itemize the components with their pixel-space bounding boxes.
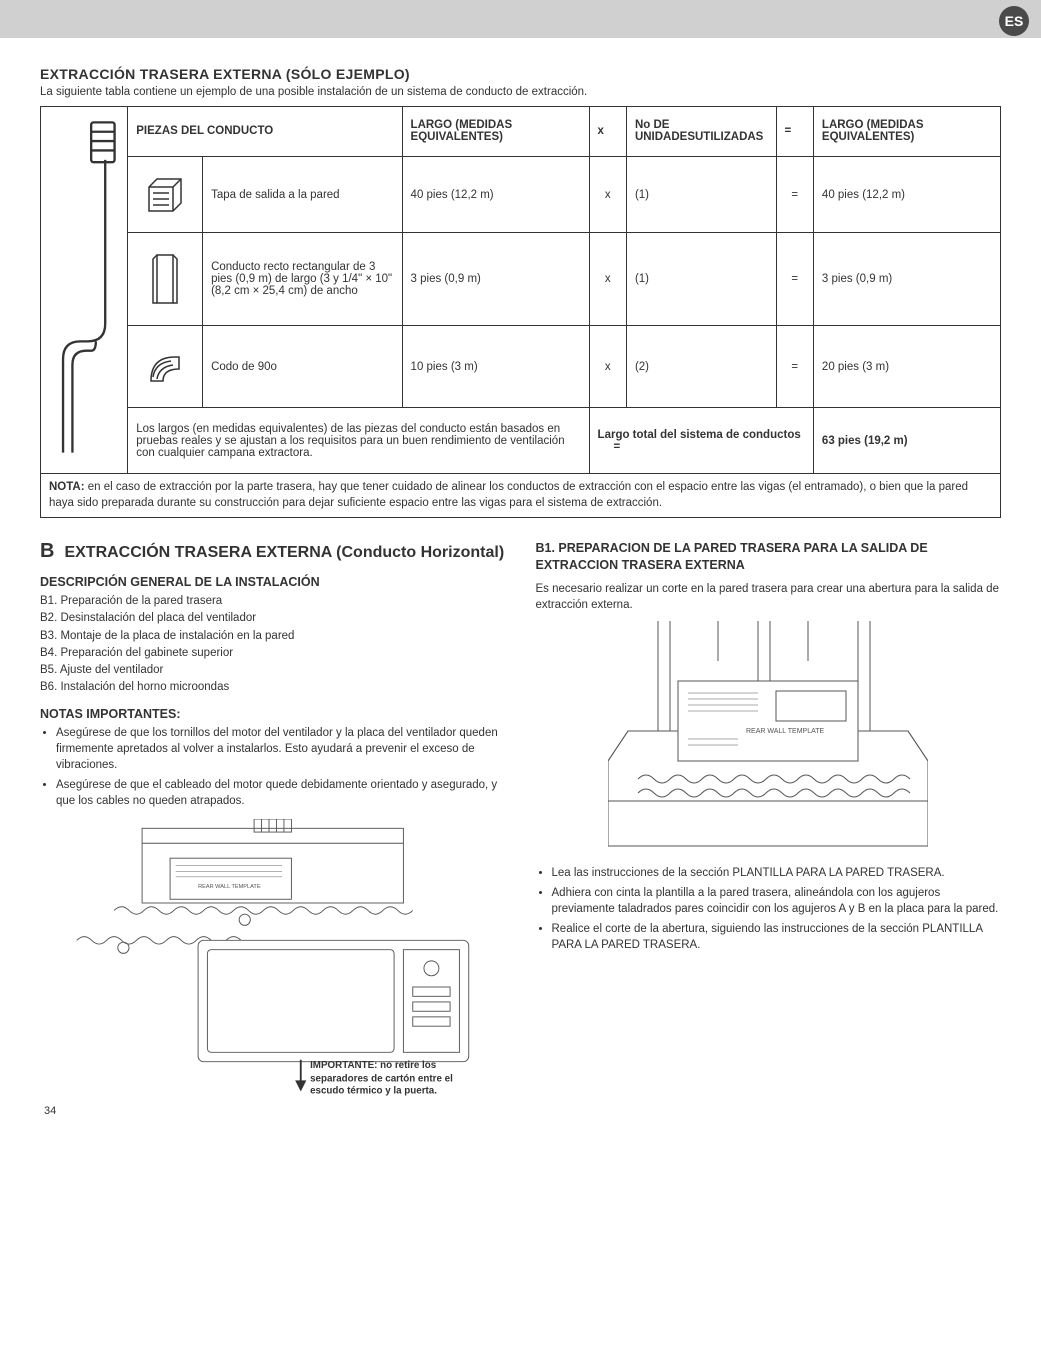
list-item: Realice el corte de la abertura, siguien… — [552, 921, 1002, 953]
th-x: x — [589, 107, 626, 157]
row-equiv: 3 pies (0,9 m) — [813, 233, 1000, 326]
th-largo: LARGO (MEDIDAS EQUIVALENTES) — [402, 107, 589, 157]
page-content: EXTRACCIÓN TRASERA EXTERNA (SÓLO EJEMPLO… — [0, 38, 1041, 1127]
section-a-intro: La siguiente tabla contiene un ejemplo d… — [40, 86, 1001, 98]
section-b1-p1: Es necesario realizar un corte en la par… — [536, 581, 1002, 613]
row-eq: = — [776, 326, 813, 408]
row-x: x — [589, 156, 626, 233]
th-piezas: PIEZAS DEL CONDUCTO — [128, 107, 402, 157]
footer-mid-label: Largo total del sistema de conductos — [598, 429, 801, 441]
row-desc: Tapa de salida a la pared — [203, 156, 402, 233]
table-row: Conducto recto rectangular de 3 pies (0,… — [41, 233, 1001, 326]
left-column: B EXTRACCIÓN TRASERA EXTERNA (Conducto H… — [40, 540, 506, 1099]
section-b1-title: B1. PREPARACION DE LA PARED TRASERA PARA… — [536, 540, 1002, 573]
list-item: B6. Instalación del horno microondas — [40, 679, 506, 695]
row-uni: (2) — [626, 326, 776, 408]
table-row: Codo de 90o 10 pies (3 m) x (2) = 20 pie… — [41, 326, 1001, 408]
th-equiv: LARGO (MEDIDAS EQUIVALENTES) — [813, 107, 1000, 157]
es-badge-text: ES — [1005, 13, 1024, 29]
list-item: Asegúrese de que los tornillos del motor… — [56, 725, 506, 773]
side-duct-icon — [49, 113, 119, 464]
list-item: Lea las instrucciones de la sección PLAN… — [552, 865, 1002, 881]
row-desc: Codo de 90o — [203, 326, 402, 408]
table-footer-row: Los largos (en medidas equivalentes) de … — [41, 408, 1001, 474]
rear-wall-template-label: REAR WALL TEMPLATE — [198, 884, 261, 890]
list-item: Adhiera con cinta la plantilla a la pare… — [552, 885, 1002, 917]
notas-title: NOTAS IMPORTANTES: — [40, 707, 506, 721]
row-x: x — [589, 326, 626, 408]
row-eq: = — [776, 156, 813, 233]
th-eq: = — [776, 107, 813, 157]
row-desc: Conducto recto rectangular de 3 pies (0,… — [203, 233, 402, 326]
row-equiv: 20 pies (3 m) — [813, 326, 1000, 408]
row-uni: (1) — [626, 156, 776, 233]
right-illustration: REAR WALL TEMPLATE — [608, 621, 928, 851]
b1-bullets: Lea las instrucciones de la sección PLAN… — [552, 865, 1002, 953]
row-largo: 3 pies (0,9 m) — [402, 233, 589, 326]
list-item: B4. Preparación del gabinete superior — [40, 645, 506, 661]
left-illustration: REAR WALL TEMPLATE — [40, 819, 506, 1099]
footer-mid: Largo total del sistema de conductos = — [589, 408, 813, 474]
row-x: x — [589, 233, 626, 326]
two-column-layout: B EXTRACCIÓN TRASERA EXTERNA (Conducto H… — [40, 540, 1001, 1099]
list-item: B3. Montaje de la placa de instalación e… — [40, 628, 506, 644]
page-number: 34 — [40, 1105, 1001, 1117]
shape-icon — [128, 156, 203, 233]
row-uni: (1) — [626, 233, 776, 326]
row-largo: 40 pies (12,2 m) — [402, 156, 589, 233]
nota-row: NOTA: en el caso de extracción por la pa… — [41, 474, 1001, 518]
nota-text: en el caso de extracción por la parte tr… — [49, 481, 968, 509]
svg-text:REAR WALL TEMPLATE: REAR WALL TEMPLATE — [746, 728, 825, 735]
section-b-title: EXTRACCIÓN TRASERA EXTERNA (Conducto Hor… — [64, 544, 504, 562]
shape-icon — [128, 326, 203, 408]
list-item: Asegúrese de que el cableado del motor q… — [56, 777, 506, 809]
section-b-sub: DESCRIPCIÓN GENERAL DE LA INSTALACIÓN — [40, 575, 506, 589]
right-column: B1. PREPARACION DE LA PARED TRASERA PARA… — [536, 540, 1002, 1099]
nota-cell: NOTA: en el caso de extracción por la pa… — [41, 474, 1001, 518]
left-illustration-caption: IMPORTANTE: no retire los separadores de… — [310, 1060, 478, 1098]
section-a-title: EXTRACCIÓN TRASERA EXTERNA (SÓLO EJEMPLO… — [40, 66, 1001, 82]
notas-list: Asegúrese de que los tornillos del motor… — [56, 725, 506, 809]
side-duct-icon-cell — [41, 107, 128, 474]
shape-icon — [128, 233, 203, 326]
list-item: B5. Ajuste del ventilador — [40, 662, 506, 678]
row-largo: 10 pies (3 m) — [402, 326, 589, 408]
row-equiv: 40 pies (12,2 m) — [813, 156, 1000, 233]
section-b-letter: B — [40, 540, 54, 563]
list-item: B2. Desinstalación del placa del ventila… — [40, 610, 506, 626]
footer-left: Los largos (en medidas equivalentes) de … — [128, 408, 589, 474]
th-uni: No DE UNIDADESUTILIZADAS — [626, 107, 776, 157]
steps-list: B1. Preparación de la pared trasera B2. … — [40, 593, 506, 695]
footer-mid-eq: = — [614, 441, 621, 453]
table-row: Tapa de salida a la pared 40 pies (12,2 … — [41, 156, 1001, 233]
list-item: B1. Preparación de la pared trasera — [40, 593, 506, 609]
duct-table: PIEZAS DEL CONDUCTO LARGO (MEDIDAS EQUIV… — [40, 106, 1001, 518]
header-bar: ES — [0, 0, 1041, 38]
row-eq: = — [776, 233, 813, 326]
section-b-heading: B EXTRACCIÓN TRASERA EXTERNA (Conducto H… — [40, 540, 506, 563]
es-badge: ES — [999, 6, 1029, 36]
footer-right: 63 pies (19,2 m) — [813, 408, 1000, 474]
